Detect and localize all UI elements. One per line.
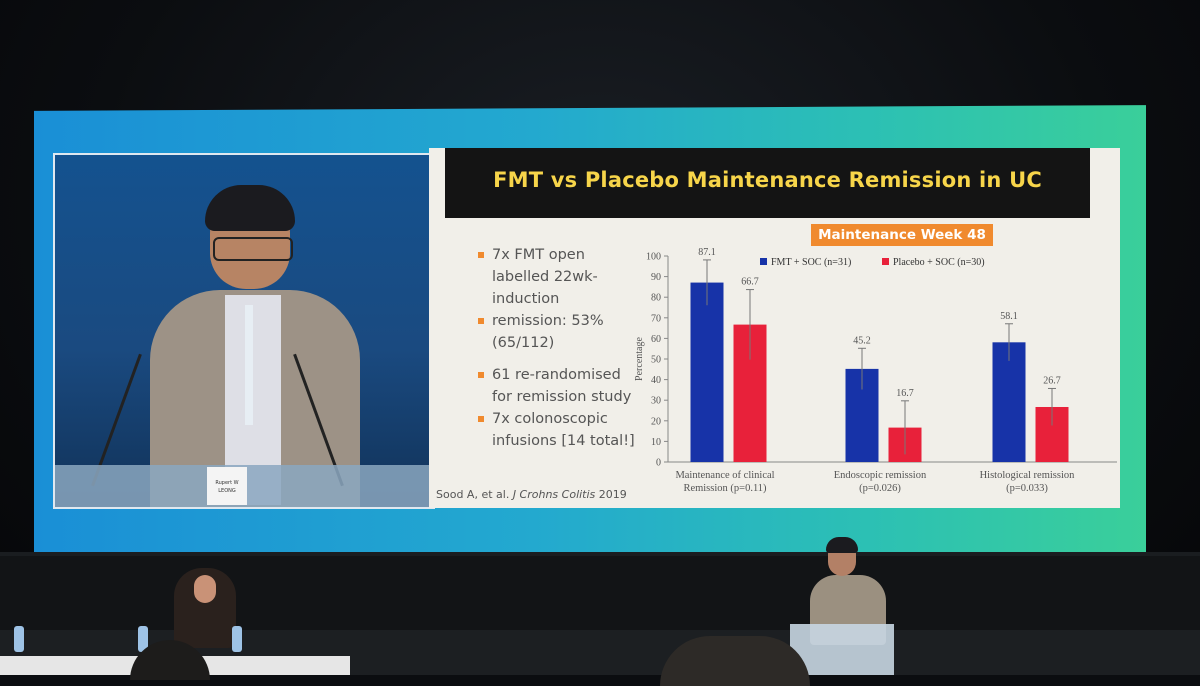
legend-label: FMT + SOC (n=31): [771, 257, 851, 268]
speaker-lanyard: [245, 305, 253, 425]
bar: [690, 282, 724, 462]
audience-head: [660, 636, 810, 686]
stage-edge: [0, 552, 1200, 558]
y-tick-label: 60: [651, 334, 661, 345]
slide-title-bar: [445, 148, 1090, 218]
bar: [992, 342, 1026, 462]
citation: Sood A, et al. J Crohns Colitis 2019: [436, 488, 627, 501]
bullet-line: induction: [492, 291, 560, 307]
nameplate: Rupert W LEONG: [207, 467, 247, 505]
category-label: Remission (p=0.11): [683, 483, 767, 494]
slide-title: FMT vs Placebo Maintenance Remission in …: [493, 168, 1042, 192]
nameplate-line1: Rupert W: [215, 480, 239, 486]
citation-journal: J Crohns Colitis: [512, 488, 596, 501]
y-axis-title: Percentage: [634, 337, 645, 381]
y-tick-label: 10: [651, 437, 661, 448]
y-tick-label: 70: [651, 313, 661, 324]
bullet-line: 7x FMT open: [492, 247, 585, 263]
bullet-line: for remission study: [492, 389, 632, 405]
legend-swatch: [760, 258, 767, 265]
data-label: 87.1: [698, 247, 716, 258]
maintenance-week-badge: Maintenance Week 48: [811, 224, 993, 246]
category-label: Endoscopic remission: [834, 470, 927, 481]
y-tick-label: 0: [656, 458, 661, 469]
speaker-camera-feed: Rupert W LEONG: [53, 153, 435, 509]
panelist-face: [194, 575, 216, 603]
water-bottle: [138, 626, 148, 652]
water-bottle: [232, 626, 242, 652]
bullet-item: remission: 53% (65/112): [478, 310, 643, 354]
category-label: (p=0.026): [859, 483, 901, 494]
category-label: Histological remission: [980, 470, 1076, 481]
y-tick-label: 30: [651, 396, 661, 407]
speaker-glasses: [213, 237, 293, 261]
speaker-hair: [205, 185, 295, 231]
bullet-line: infusions [14 total!]: [492, 433, 635, 449]
y-tick-label: 80: [651, 293, 661, 304]
bullet-item: 7x FMT open labelled 22wk- induction: [478, 244, 643, 310]
lectern: [790, 624, 894, 675]
data-label: 58.1: [1000, 311, 1018, 322]
y-tick-label: 40: [651, 375, 661, 386]
water-bottle: [14, 626, 24, 652]
y-tick-label: 100: [646, 252, 661, 263]
legend-label: Placebo + SOC (n=30): [893, 257, 985, 268]
data-label: 16.7: [896, 388, 914, 399]
citation-authors: Sood A, et al.: [436, 488, 513, 501]
bullet-line: remission: 53%: [492, 313, 604, 329]
data-label: 66.7: [741, 277, 759, 288]
legend-swatch: [882, 258, 889, 265]
data-label: 45.2: [853, 335, 871, 346]
bullet-line: (65/112): [492, 335, 555, 351]
bullet-line: 7x colonoscopic: [492, 411, 608, 427]
bullet-list: 7x FMT open labelled 22wk- induction rem…: [478, 244, 643, 452]
bar-chart: 0 10 20 30 40 50 60 70 80 90 100 Percentage FMT + SO…: [634, 247, 1117, 494]
category-label: Maintenance of clinical: [675, 470, 774, 481]
nameplate-line2: LEONG: [218, 488, 236, 494]
data-label: 26.7: [1043, 375, 1061, 386]
citation-year: 2019: [595, 488, 627, 501]
y-tick-label: 90: [651, 272, 661, 283]
stage-speaker-hair: [826, 537, 858, 553]
category-label: (p=0.033): [1006, 483, 1048, 494]
y-tick-label: 20: [651, 416, 661, 427]
bullet-item: 7x colonoscopic infusions [14 total!]: [478, 408, 643, 452]
y-tick-label: 50: [651, 355, 661, 366]
bullet-line: labelled 22wk-: [492, 269, 598, 285]
bullet-item: 61 re-randomised for remission study: [478, 364, 643, 408]
bullet-line: 61 re-randomised: [492, 367, 621, 383]
